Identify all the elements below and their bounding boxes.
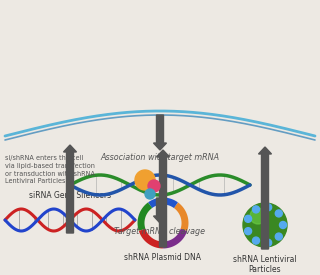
Circle shape [252, 206, 260, 213]
Circle shape [244, 228, 252, 235]
Circle shape [275, 233, 282, 240]
Circle shape [243, 203, 287, 247]
FancyArrow shape [156, 150, 170, 247]
Circle shape [275, 210, 282, 217]
Text: shRNA Plasmid DNA: shRNA Plasmid DNA [124, 253, 202, 262]
Circle shape [135, 170, 155, 190]
Circle shape [250, 208, 266, 224]
Text: Target mRNA cleavage: Target mRNA cleavage [115, 227, 205, 236]
Circle shape [244, 215, 252, 222]
Circle shape [252, 237, 260, 244]
Text: si/shRNA enters the cell
via lipid-based transfection
or transduction with shRNA: si/shRNA enters the cell via lipid-based… [5, 155, 95, 184]
FancyArrow shape [63, 145, 76, 233]
Circle shape [145, 189, 155, 199]
Text: Association with target mRNA: Association with target mRNA [100, 153, 220, 162]
Circle shape [279, 221, 286, 229]
FancyArrow shape [154, 198, 166, 223]
Text: shRNA Lentiviral
Particles: shRNA Lentiviral Particles [233, 255, 297, 274]
Circle shape [265, 239, 272, 246]
FancyArrow shape [259, 147, 271, 249]
FancyArrow shape [154, 115, 166, 150]
Circle shape [265, 204, 272, 211]
Circle shape [148, 180, 160, 192]
Text: siRNA Gene Silencers: siRNA Gene Silencers [29, 191, 111, 200]
